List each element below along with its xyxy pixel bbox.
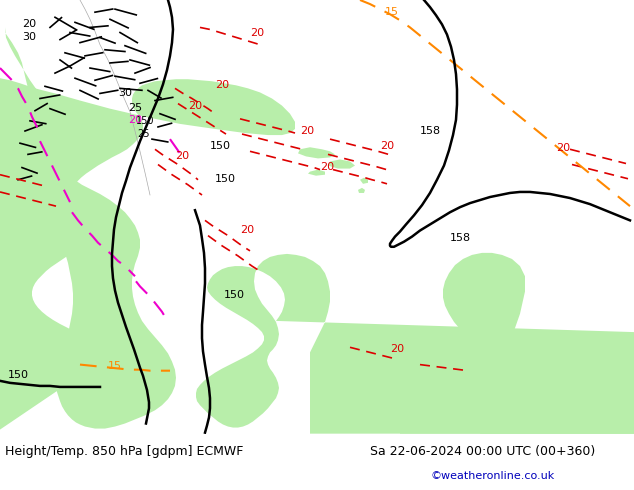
Text: 150: 150: [210, 141, 231, 151]
Polygon shape: [400, 334, 634, 434]
Text: 20: 20: [250, 27, 264, 38]
Text: Sa 22-06-2024 00:00 UTC (00+360): Sa 22-06-2024 00:00 UTC (00+360): [370, 445, 595, 458]
Text: 20: 20: [188, 100, 202, 111]
Polygon shape: [328, 159, 355, 169]
Text: 20: 20: [556, 143, 570, 153]
Polygon shape: [196, 254, 634, 434]
Text: 20: 20: [175, 151, 189, 161]
Text: 30: 30: [22, 32, 36, 42]
Text: 150: 150: [215, 174, 236, 184]
Polygon shape: [360, 178, 368, 184]
Text: 150: 150: [8, 370, 29, 380]
Polygon shape: [0, 0, 295, 430]
Text: 20: 20: [390, 344, 404, 354]
Text: 20: 20: [22, 20, 36, 29]
Text: 25: 25: [128, 103, 142, 113]
Polygon shape: [443, 253, 634, 434]
Text: 25: 25: [137, 129, 150, 139]
Text: ©weatheronline.co.uk: ©weatheronline.co.uk: [430, 471, 554, 481]
Text: 20: 20: [380, 141, 394, 151]
Text: 150: 150: [136, 116, 155, 126]
Polygon shape: [358, 188, 365, 193]
Text: 15: 15: [385, 7, 399, 17]
Text: 20: 20: [128, 115, 142, 125]
Text: 20: 20: [300, 126, 314, 136]
Text: 150: 150: [224, 290, 245, 299]
Text: 20: 20: [215, 80, 229, 90]
Polygon shape: [5, 0, 176, 429]
Text: 30: 30: [118, 89, 132, 98]
Text: 20: 20: [320, 162, 334, 172]
Text: 158: 158: [450, 233, 471, 243]
Polygon shape: [298, 147, 335, 158]
Text: 20: 20: [240, 224, 254, 235]
Text: Height/Temp. 850 hPa [gdpm] ECMWF: Height/Temp. 850 hPa [gdpm] ECMWF: [5, 445, 243, 458]
Text: 158: 158: [420, 126, 441, 136]
Text: 15: 15: [108, 361, 122, 370]
Polygon shape: [308, 170, 325, 176]
